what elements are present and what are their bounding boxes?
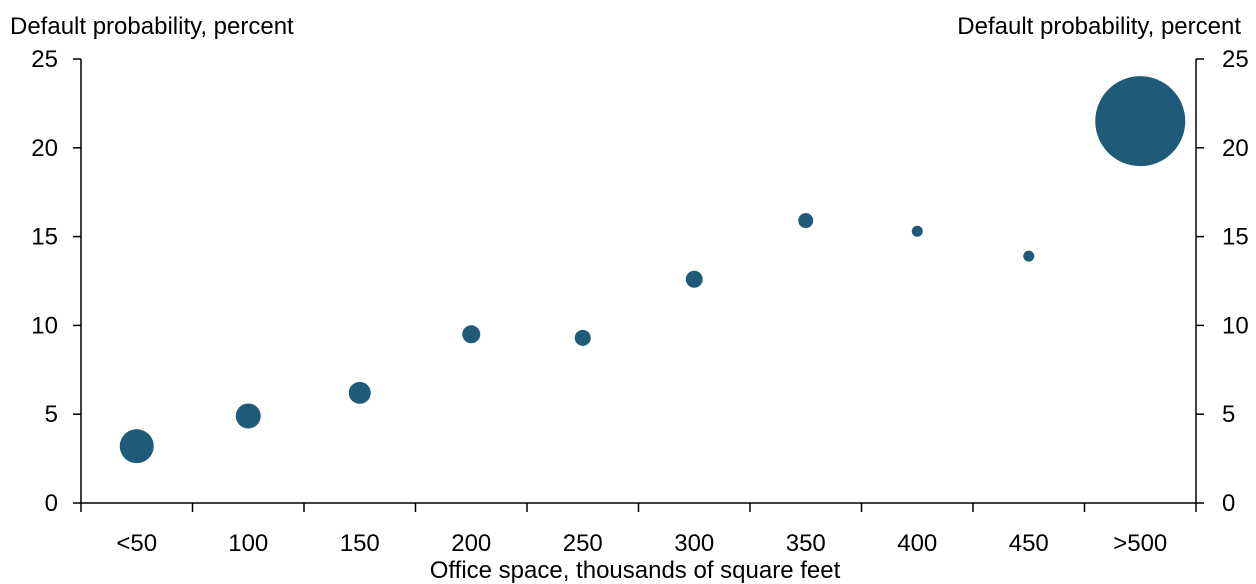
data-bubble [235, 403, 261, 429]
y-ticks-right: 0 5 10 15 20 25 [1196, 46, 1249, 517]
y-tick-label-right: 15 [1222, 224, 1249, 251]
y-tick-label-right: 10 [1222, 312, 1249, 339]
y-tick-label-right: 25 [1222, 46, 1249, 73]
y-tick-label-left: 0 [45, 490, 58, 517]
y-tick-label-left: 5 [45, 401, 58, 428]
bubble-series [119, 76, 1186, 464]
y-tick-label-right: 5 [1222, 401, 1235, 428]
x-tick-label: 400 [897, 530, 937, 557]
y-tick-label-right: 0 [1222, 490, 1235, 517]
data-bubble [462, 325, 481, 344]
x-tick-label: >500 [1113, 530, 1167, 557]
x-axis-title: Office space, thousands of square feet [430, 557, 841, 584]
x-tick-label: 150 [340, 530, 380, 557]
data-bubble [1023, 250, 1035, 262]
x-ticks: <50 100 150 200 250 300 350 400 450 >500 [80, 503, 1197, 557]
x-tick-label: 450 [1009, 530, 1049, 557]
x-tick-label: 300 [674, 530, 714, 557]
x-tick-label: <50 [116, 530, 157, 557]
y-tick-label-left: 15 [31, 224, 58, 251]
data-bubble [911, 225, 923, 237]
x-tick-label: 350 [786, 530, 826, 557]
x-tick-label: 100 [228, 530, 268, 557]
data-bubble [798, 213, 814, 229]
y-axis-title-right: Default probability, percent [957, 13, 1241, 40]
y-ticks-left: 0 5 10 15 20 25 [31, 46, 81, 517]
data-bubble [119, 429, 154, 464]
y-tick-label-left: 20 [31, 135, 58, 162]
data-bubble [685, 270, 703, 288]
y-tick-label-left: 10 [31, 312, 58, 339]
data-bubble [1095, 76, 1186, 167]
data-bubble [348, 381, 371, 404]
y-axis-title-left: Default probability, percent [10, 13, 294, 40]
data-bubble [574, 329, 591, 346]
x-tick-label: 200 [451, 530, 491, 557]
x-tick-label: 250 [563, 530, 603, 557]
y-tick-label-left: 25 [31, 46, 58, 73]
y-tick-label-right: 20 [1222, 135, 1249, 162]
